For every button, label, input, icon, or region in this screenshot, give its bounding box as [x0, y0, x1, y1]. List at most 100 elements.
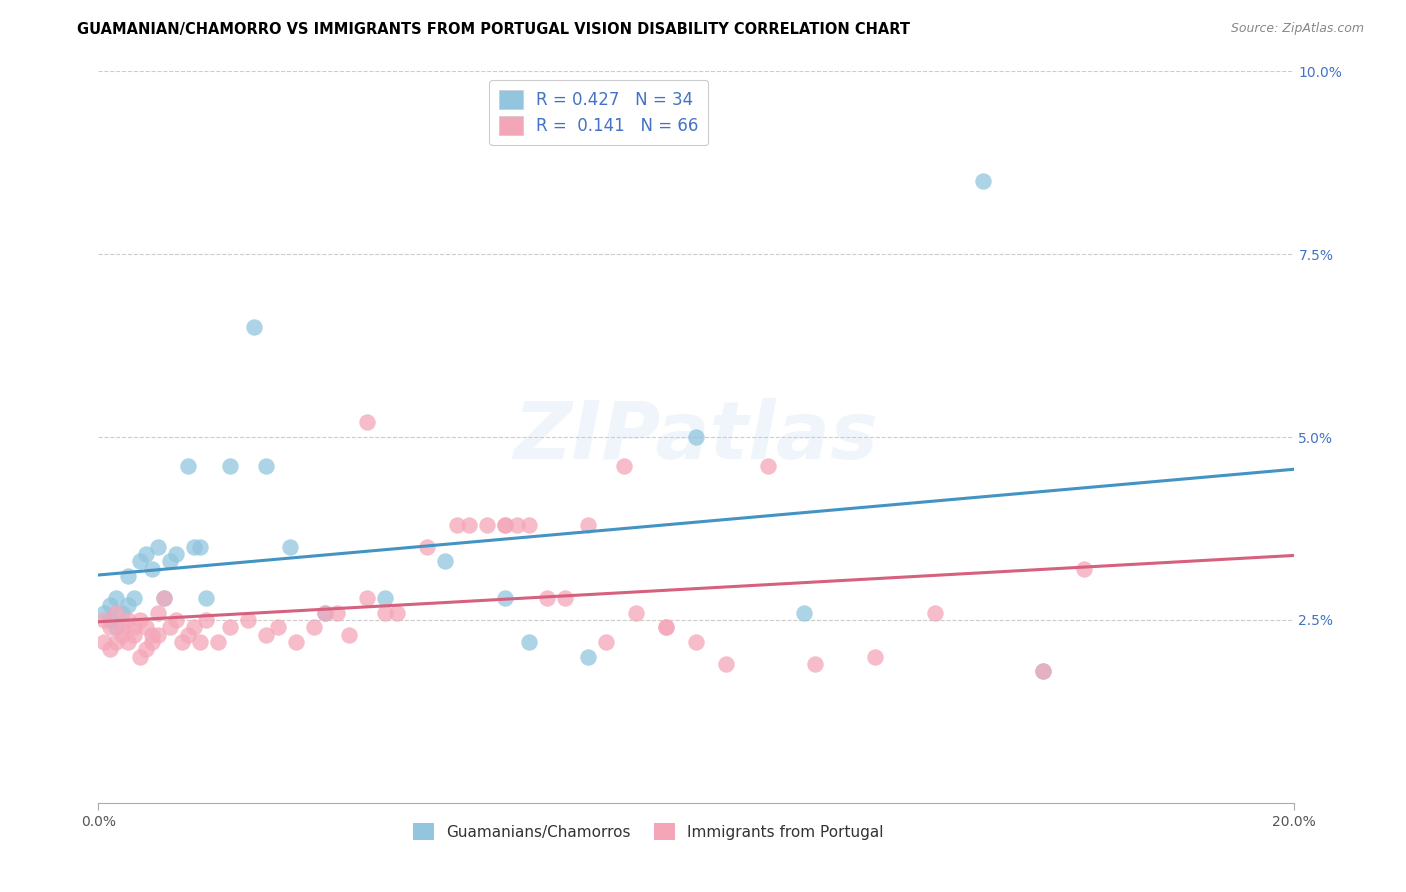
- Point: [105, 606, 128, 620]
- Point: [183, 620, 205, 634]
- Point: [172, 635, 194, 649]
- Point: [135, 620, 157, 634]
- Point: [141, 627, 163, 641]
- Point: [446, 517, 468, 532]
- Point: [159, 554, 181, 568]
- Point: [98, 642, 122, 657]
- Point: [554, 591, 576, 605]
- Point: [385, 606, 409, 620]
- Point: [177, 459, 200, 474]
- Point: [517, 635, 540, 649]
- Point: [188, 540, 211, 554]
- Point: [117, 599, 139, 613]
- Point: [124, 591, 146, 605]
- Point: [98, 599, 122, 613]
- Point: [494, 517, 516, 532]
- Point: [93, 635, 115, 649]
- Point: [302, 620, 325, 634]
- Point: [506, 517, 529, 532]
- Point: [148, 606, 170, 620]
- Point: [153, 591, 176, 605]
- Point: [626, 606, 648, 620]
- Point: [93, 613, 115, 627]
- Point: [188, 635, 211, 649]
- Point: [374, 606, 396, 620]
- Point: [254, 627, 277, 641]
- Point: [153, 591, 176, 605]
- Point: [655, 620, 678, 634]
- Point: [356, 591, 378, 605]
- Point: [165, 613, 187, 627]
- Point: [124, 627, 146, 641]
- Point: [93, 606, 115, 620]
- Point: [141, 635, 163, 649]
- Point: [236, 613, 259, 627]
- Point: [578, 517, 600, 532]
- Legend: Guamanians/Chamorros, Immigrants from Portugal: Guamanians/Chamorros, Immigrants from Po…: [406, 816, 890, 847]
- Point: [578, 649, 600, 664]
- Point: [714, 657, 737, 671]
- Point: [284, 635, 307, 649]
- Text: GUAMANIAN/CHAMORRO VS IMMIGRANTS FROM PORTUGAL VISION DISABILITY CORRELATION CHA: GUAMANIAN/CHAMORRO VS IMMIGRANTS FROM PO…: [77, 22, 910, 37]
- Point: [135, 642, 157, 657]
- Point: [793, 606, 815, 620]
- Point: [434, 554, 457, 568]
- Point: [135, 547, 157, 561]
- Point: [685, 430, 707, 444]
- Point: [124, 620, 146, 634]
- Point: [111, 606, 134, 620]
- Point: [207, 635, 229, 649]
- Point: [1073, 562, 1095, 576]
- Point: [105, 620, 128, 634]
- Point: [517, 517, 540, 532]
- Point: [804, 657, 827, 671]
- Point: [243, 320, 266, 334]
- Point: [254, 459, 277, 474]
- Point: [195, 591, 218, 605]
- Point: [105, 591, 128, 605]
- Point: [195, 613, 218, 627]
- Point: [1032, 664, 1054, 678]
- Point: [494, 517, 516, 532]
- Point: [278, 540, 301, 554]
- Point: [339, 627, 361, 641]
- Point: [475, 517, 498, 532]
- Point: [655, 620, 678, 634]
- Point: [117, 613, 139, 627]
- Point: [267, 620, 290, 634]
- Point: [536, 591, 558, 605]
- Point: [129, 554, 152, 568]
- Point: [756, 459, 779, 474]
- Point: [416, 540, 439, 554]
- Point: [685, 635, 707, 649]
- Point: [972, 174, 994, 188]
- Point: [219, 620, 242, 634]
- Point: [98, 613, 122, 627]
- Point: [924, 606, 946, 620]
- Point: [129, 649, 152, 664]
- Point: [219, 459, 242, 474]
- Point: [865, 649, 887, 664]
- Point: [374, 591, 396, 605]
- Point: [315, 606, 337, 620]
- Point: [494, 591, 516, 605]
- Point: [315, 606, 337, 620]
- Point: [613, 459, 636, 474]
- Point: [141, 562, 163, 576]
- Text: Source: ZipAtlas.com: Source: ZipAtlas.com: [1230, 22, 1364, 36]
- Point: [159, 620, 181, 634]
- Point: [117, 569, 139, 583]
- Point: [148, 627, 170, 641]
- Point: [177, 627, 200, 641]
- Point: [111, 627, 134, 641]
- Point: [1032, 664, 1054, 678]
- Point: [111, 620, 134, 634]
- Point: [129, 613, 152, 627]
- Point: [165, 547, 187, 561]
- Point: [183, 540, 205, 554]
- Point: [458, 517, 481, 532]
- Point: [356, 416, 378, 430]
- Point: [148, 540, 170, 554]
- Point: [117, 635, 139, 649]
- Point: [105, 635, 128, 649]
